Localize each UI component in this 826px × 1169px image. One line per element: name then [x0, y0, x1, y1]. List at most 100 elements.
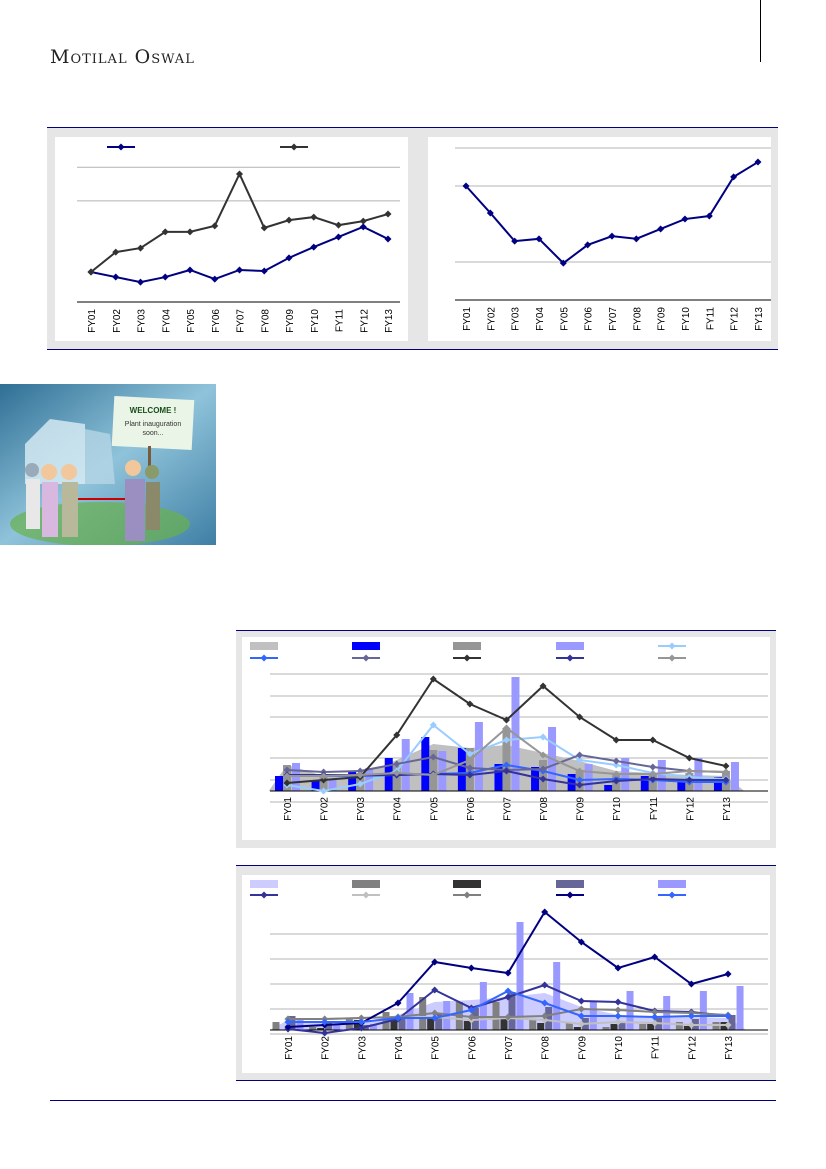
bar — [573, 1027, 581, 1030]
data-point — [285, 216, 293, 224]
data-point — [577, 938, 585, 946]
bar — [639, 1024, 647, 1030]
data-point — [321, 1018, 329, 1026]
x-tick-label: FY02 — [321, 1036, 332, 1060]
x-tick-label: FY05 — [559, 307, 570, 331]
bar — [728, 1015, 736, 1030]
bar — [398, 1017, 406, 1030]
x-tick-label: FY11 — [649, 797, 660, 821]
data-point — [502, 736, 510, 744]
data-point — [649, 763, 657, 771]
data-point — [462, 182, 470, 190]
legend-marker — [260, 654, 268, 662]
bar — [500, 1019, 508, 1030]
bar — [333, 1025, 341, 1030]
data-point — [539, 765, 547, 773]
data-point — [186, 228, 194, 236]
data-point — [504, 969, 512, 977]
legend-marker — [668, 891, 676, 899]
bar — [457, 748, 466, 791]
data-point — [87, 268, 95, 276]
data-point — [431, 1009, 439, 1017]
x-tick-label: FY01 — [462, 307, 473, 331]
data-point — [685, 754, 693, 762]
data-point — [394, 999, 402, 1007]
data-point — [466, 756, 474, 764]
bar — [699, 991, 707, 1030]
data-point — [614, 1018, 622, 1026]
data-point — [211, 275, 219, 283]
data-point — [584, 241, 592, 249]
data-point — [466, 750, 474, 758]
x-tick-label: FY10 — [681, 307, 692, 331]
divider — [47, 127, 778, 128]
data-point — [577, 1020, 585, 1028]
data-point — [651, 1013, 659, 1021]
legend-marker — [668, 642, 676, 650]
data-point — [541, 1016, 549, 1024]
data-point — [724, 1021, 732, 1029]
bar — [713, 777, 722, 791]
legend-marker — [290, 143, 298, 151]
data-point — [283, 766, 291, 774]
bar — [675, 1022, 683, 1030]
bar — [392, 766, 401, 791]
data-point — [687, 980, 695, 988]
x-tick-label: FY03 — [356, 797, 367, 821]
data-point — [112, 273, 120, 281]
x-tick-label: FY04 — [535, 307, 546, 331]
data-point — [356, 767, 364, 775]
bar — [508, 992, 516, 1030]
data-point — [687, 1021, 695, 1029]
data-point — [357, 1018, 365, 1026]
line-series — [90, 225, 389, 284]
divider — [47, 349, 778, 350]
data-point — [429, 675, 437, 683]
sign-text: soon... — [142, 430, 163, 437]
data-point — [502, 767, 510, 775]
data-point — [137, 244, 144, 252]
bar — [647, 1024, 655, 1030]
bar — [406, 993, 414, 1030]
data-point — [467, 964, 475, 972]
data-point — [431, 986, 439, 994]
data-point — [576, 781, 584, 789]
legend-box-swatch — [453, 642, 481, 650]
plant-inauguration-illustration: WELCOME ! Plant inauguration soon... — [0, 384, 216, 545]
legend-marker — [362, 891, 370, 899]
brand-logo: Motilal Oswal — [50, 46, 195, 68]
data-point — [504, 1013, 512, 1021]
x-tick-label: FY01 — [284, 1036, 295, 1060]
legend-marker — [668, 654, 676, 662]
x-tick-label: FY09 — [657, 307, 668, 331]
data-point — [685, 776, 693, 784]
bar — [565, 1023, 573, 1030]
x-tick-label: FY05 — [186, 309, 197, 333]
bar — [694, 758, 703, 791]
line-series — [90, 171, 389, 273]
welcome-sign — [111, 395, 195, 451]
data-point — [614, 998, 622, 1006]
bar — [353, 1020, 361, 1030]
bar — [328, 780, 337, 791]
data-point — [429, 771, 437, 779]
bar — [390, 1019, 398, 1030]
data-point — [161, 228, 169, 236]
x-tick-label: FY04 — [394, 1036, 405, 1060]
chart-combo-bar-line: FY01 FY02 FY03 FY04 FY05 FY06 FY07 FY08 FY09 FY10… — [242, 875, 770, 1073]
data-point — [393, 769, 401, 777]
data-point — [467, 1013, 475, 1021]
data-point — [320, 787, 328, 795]
bar — [494, 764, 503, 791]
data-point — [724, 1012, 732, 1020]
data-point — [393, 760, 401, 768]
data-point — [687, 1012, 695, 1020]
bar — [602, 1027, 610, 1030]
bar — [325, 1022, 333, 1030]
bar — [309, 1027, 317, 1030]
data-point — [612, 736, 620, 744]
data-point — [393, 731, 401, 739]
x-tick-label: FY03 — [357, 1036, 368, 1060]
data-point — [504, 993, 512, 1001]
x-tick-label: FY04 — [161, 309, 172, 333]
